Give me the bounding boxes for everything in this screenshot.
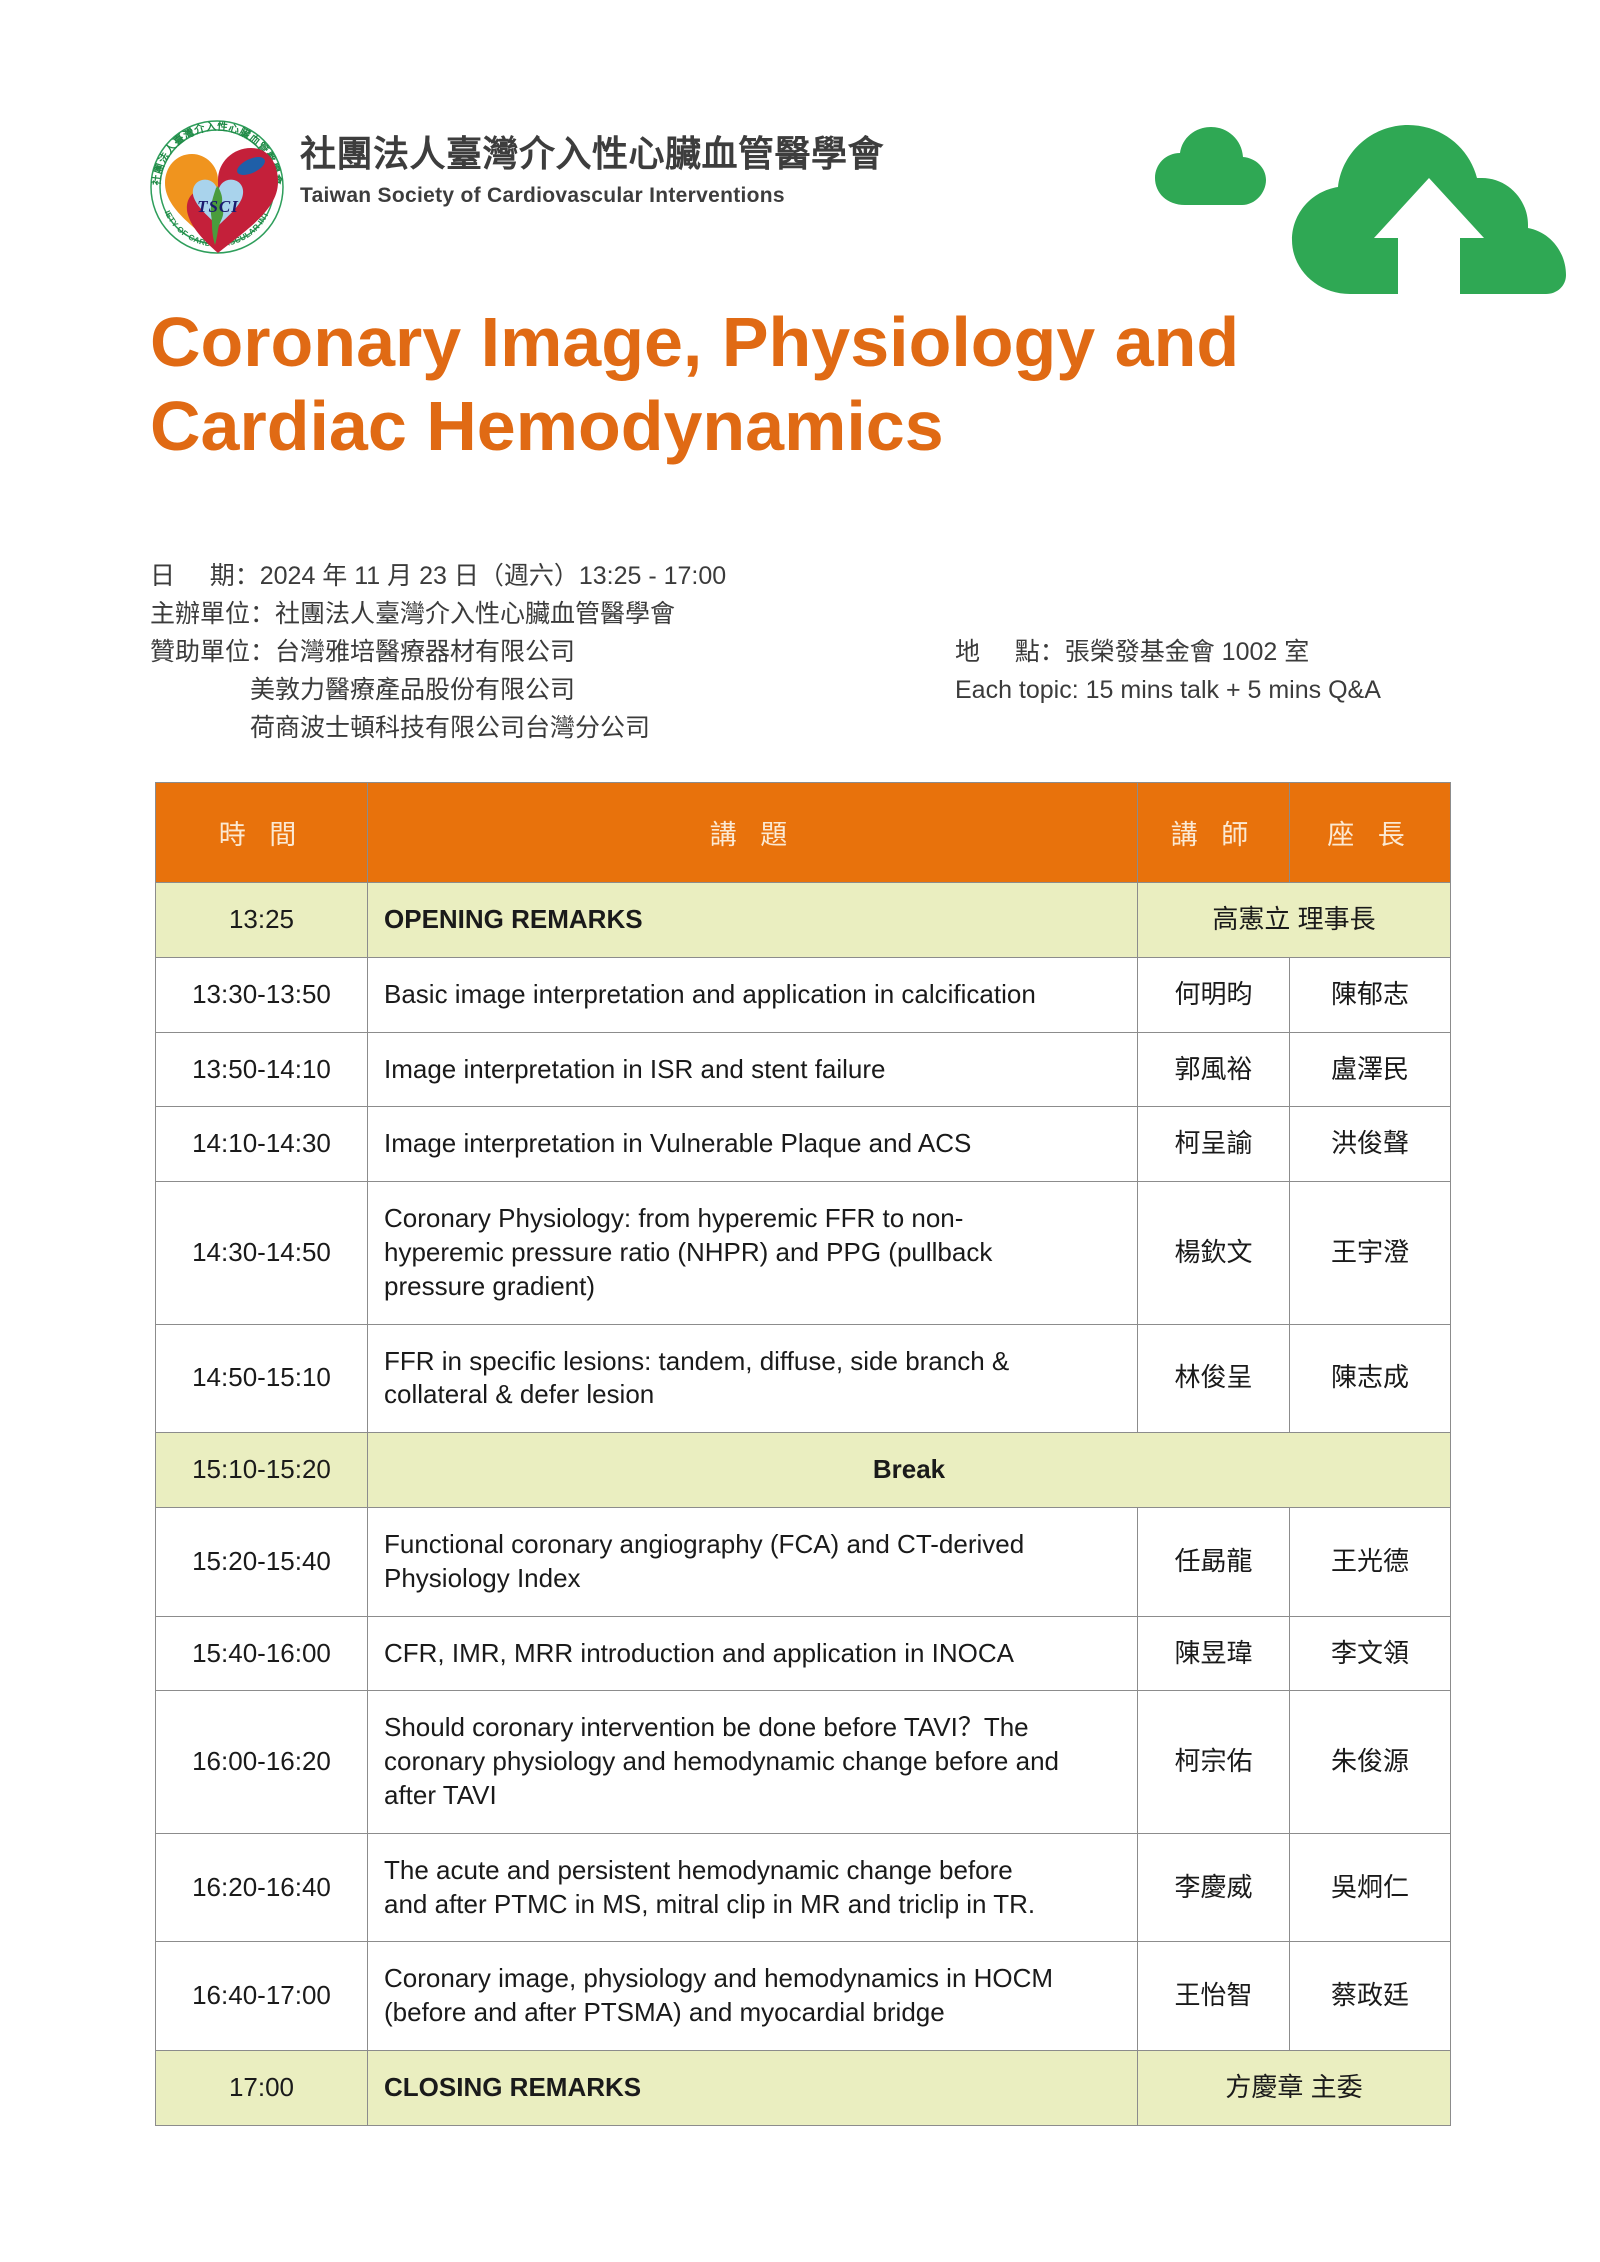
svg-text:TSCI: TSCI — [197, 197, 239, 216]
